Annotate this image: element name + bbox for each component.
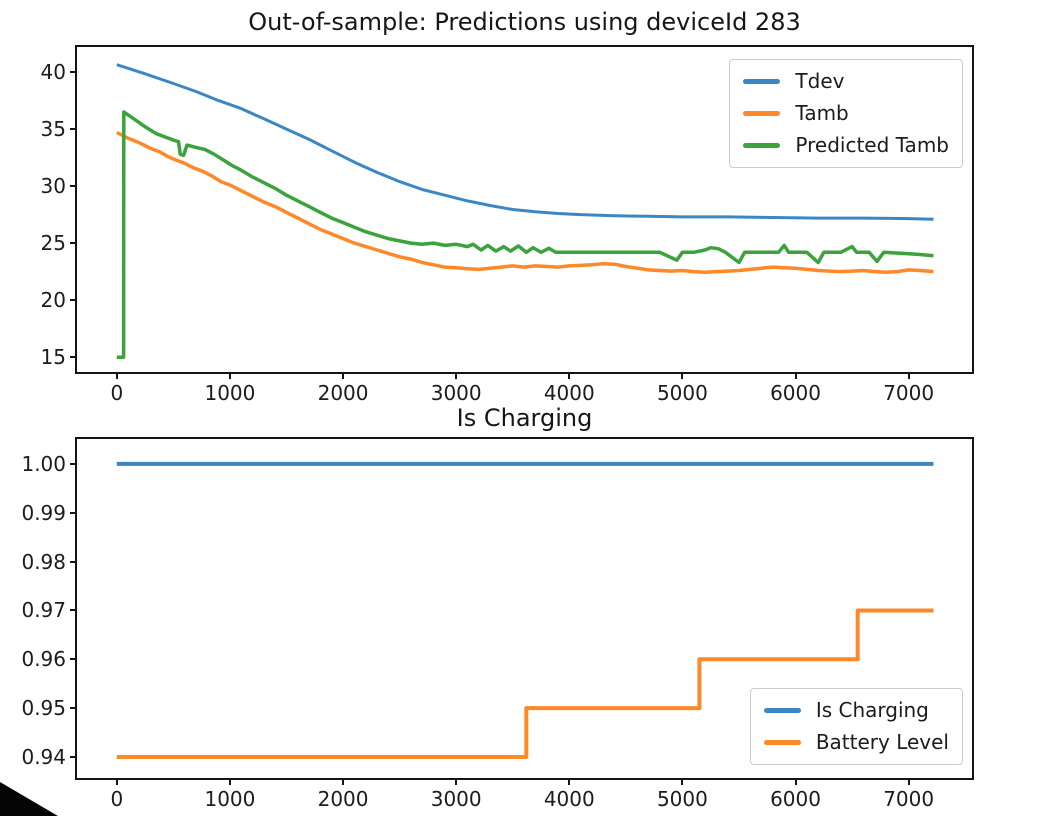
legend-label: Battery Level bbox=[815, 730, 949, 754]
y-tick-label: 0.99 bbox=[21, 500, 66, 525]
legend-entry-predicted-tamb: Predicted Tamb bbox=[743, 134, 949, 157]
y-tick-mark bbox=[70, 242, 75, 245]
legend-entry-tamb: Tamb bbox=[743, 102, 949, 125]
x-tick-mark bbox=[455, 780, 458, 785]
legend-label: Is Charging bbox=[815, 698, 929, 722]
legend-entry-is-charging: Is Charging bbox=[763, 698, 949, 722]
y-tick-label: 1.00 bbox=[21, 451, 66, 476]
plot2-title: Is Charging bbox=[456, 404, 593, 432]
y-tick-label: 25 bbox=[40, 231, 66, 256]
x-tick-label: 4000 bbox=[543, 787, 595, 811]
series-line-battery-level bbox=[116, 608, 934, 759]
y-tick-label: 0.97 bbox=[21, 598, 66, 623]
y-tick-label: 15 bbox=[40, 345, 66, 370]
y-tick-label: 35 bbox=[40, 117, 66, 142]
x-tick-mark bbox=[342, 780, 345, 785]
plot2-axes: Is Charging Battery Level 0 1000 2000 3000 40… bbox=[21, 437, 974, 811]
x-tick-label: 7000 bbox=[883, 381, 935, 405]
legend-line-swatch bbox=[743, 79, 781, 84]
x-tick-mark bbox=[794, 780, 797, 785]
x-tick-label: 0 bbox=[110, 787, 124, 811]
x-tick-mark bbox=[681, 374, 684, 379]
y-tick-label: 0.94 bbox=[21, 744, 66, 769]
y-tick-mark bbox=[70, 755, 75, 758]
y-tick-mark bbox=[70, 299, 75, 302]
y-tick-mark bbox=[70, 71, 75, 74]
x-tick-label: 3000 bbox=[430, 787, 482, 811]
plot1-canvas bbox=[116, 63, 934, 359]
x-tick-mark bbox=[115, 374, 118, 379]
x-tick-mark bbox=[794, 374, 797, 379]
plot2-legend: Is Charging Battery Level bbox=[749, 688, 963, 765]
y-tick-mark bbox=[70, 356, 75, 359]
x-tick-label: 1000 bbox=[204, 787, 256, 811]
x-tick-mark bbox=[342, 374, 345, 379]
plot1-title: Out-of-sample: Predictions using deviceI… bbox=[248, 8, 801, 36]
x-tick-label: 0 bbox=[110, 381, 124, 405]
x-tick-label: 7000 bbox=[883, 787, 935, 811]
legend-line-swatch bbox=[763, 740, 801, 745]
mouse-cursor-arrow bbox=[0, 782, 58, 816]
plot1-legend: Tdev Tamb Predicted Tamb bbox=[729, 59, 963, 168]
y-tick-mark bbox=[70, 511, 75, 514]
legend-entry-battery-level: Battery Level bbox=[763, 730, 949, 754]
y-tick-label: 40 bbox=[40, 60, 66, 85]
x-tick-label: 5000 bbox=[656, 787, 708, 811]
x-tick-label: 2000 bbox=[317, 787, 369, 811]
series-line-predicted-tamb bbox=[116, 110, 934, 359]
series-line-tamb bbox=[116, 130, 934, 274]
x-tick-label: 1000 bbox=[204, 381, 256, 405]
y-tick-label: 0.95 bbox=[21, 696, 66, 721]
y-tick-label: 20 bbox=[40, 288, 66, 313]
plot1-axes: Tdev Tamb Predicted Tamb 0 1000 2000 3000 4000… bbox=[41, 45, 974, 405]
y-tick-mark bbox=[70, 658, 75, 661]
y-tick-label: 0.98 bbox=[21, 549, 66, 574]
legend-label: Predicted Tamb bbox=[795, 133, 949, 157]
x-tick-mark bbox=[228, 780, 231, 785]
legend-entry-tdev: Tdev bbox=[743, 70, 949, 93]
x-tick-label: 3000 bbox=[430, 381, 482, 405]
x-tick-mark bbox=[568, 374, 571, 379]
x-tick-mark bbox=[907, 374, 910, 379]
y-tick-mark bbox=[70, 609, 75, 612]
x-tick-mark bbox=[115, 780, 118, 785]
legend-label: Tamb bbox=[795, 101, 849, 125]
x-tick-label: 4000 bbox=[543, 381, 595, 405]
y-tick-mark bbox=[70, 707, 75, 710]
plot2-canvas bbox=[116, 461, 934, 759]
x-tick-label: 5000 bbox=[656, 381, 708, 405]
x-tick-mark bbox=[568, 780, 571, 785]
legend-line-swatch bbox=[743, 143, 781, 148]
y-tick-mark bbox=[70, 462, 75, 465]
y-tick-mark bbox=[70, 560, 75, 563]
y-tick-label: 30 bbox=[40, 174, 66, 199]
series-line-tdev bbox=[116, 63, 934, 221]
legend-line-swatch bbox=[743, 111, 781, 116]
y-tick-label: 0.96 bbox=[21, 647, 66, 672]
y-tick-mark bbox=[70, 185, 75, 188]
x-tick-label: 6000 bbox=[770, 787, 821, 811]
x-tick-label: 6000 bbox=[770, 381, 821, 405]
x-tick-mark bbox=[455, 374, 458, 379]
x-tick-mark bbox=[228, 374, 231, 379]
x-tick-mark bbox=[907, 780, 910, 785]
x-tick-mark bbox=[681, 780, 684, 785]
legend-label: Tdev bbox=[795, 69, 845, 93]
x-tick-label: 2000 bbox=[317, 381, 369, 405]
y-tick-mark bbox=[70, 128, 75, 131]
legend-line-swatch bbox=[763, 708, 801, 713]
